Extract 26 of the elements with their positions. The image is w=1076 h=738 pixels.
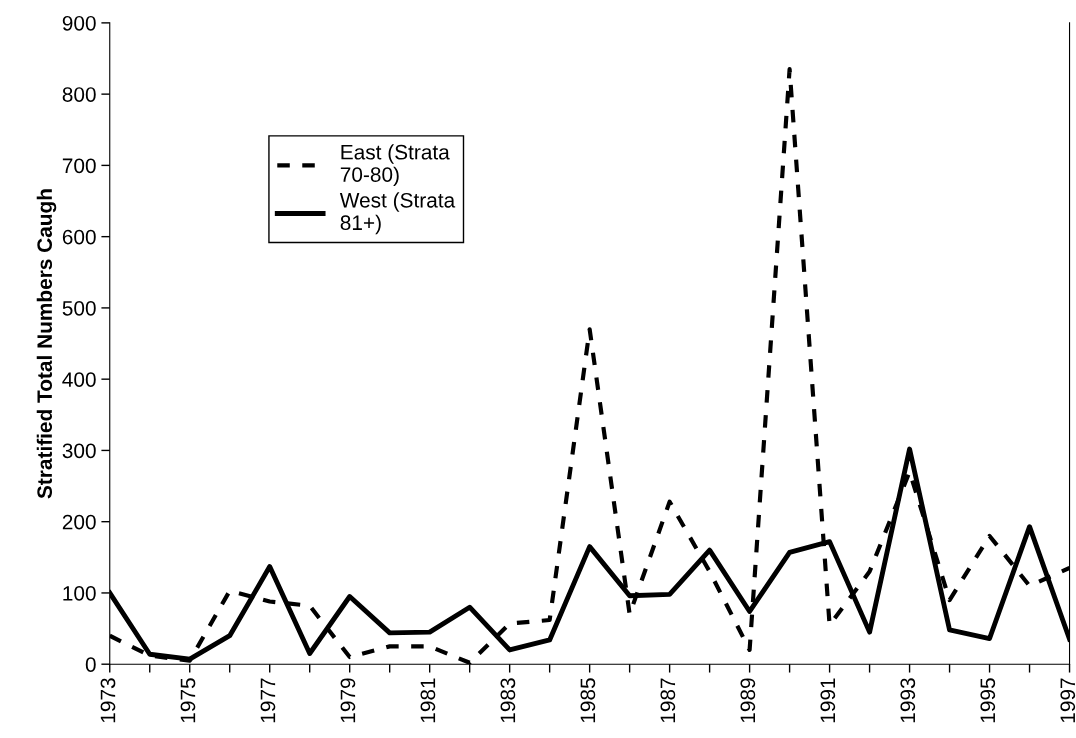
x-tick-label: 1989 bbox=[740, 678, 756, 723]
legend-label: East (Strata 70-80) bbox=[340, 144, 450, 187]
x-tick-label: 1995 bbox=[980, 678, 996, 723]
y-tick-label: 400 bbox=[62, 372, 96, 387]
y-tick-label: 900 bbox=[62, 15, 96, 31]
y-tick-label: 500 bbox=[62, 300, 96, 316]
x-tick-label: 1977 bbox=[260, 678, 276, 723]
legend-label: West (Strata 81+) bbox=[339, 192, 456, 235]
y-tick-label: 100 bbox=[63, 585, 96, 601]
x-tick-label: 1983 bbox=[500, 678, 516, 723]
y-tick-label: 300 bbox=[62, 443, 96, 459]
x-tick-label: 1981 bbox=[420, 678, 436, 723]
y-tick-label: 0 bbox=[85, 657, 96, 672]
y-axis-title: Stratified Total Numbers Caugh bbox=[36, 189, 57, 499]
y-tick-label: 200 bbox=[62, 514, 96, 530]
x-tick-label: 1979 bbox=[340, 678, 356, 723]
x-tick-label: 1993 bbox=[900, 678, 916, 723]
y-tick-label: 600 bbox=[62, 229, 96, 245]
x-tick-label: 1997 bbox=[1060, 678, 1076, 723]
y-tick-label: 800 bbox=[62, 87, 96, 102]
x-tick-label: 1985 bbox=[580, 678, 596, 723]
x-tick-label: 1973 bbox=[100, 678, 116, 723]
y-tick-label: 700 bbox=[62, 158, 96, 174]
x-tick-label: 1975 bbox=[180, 678, 196, 723]
x-tick-label: 1991 bbox=[820, 678, 836, 723]
x-tick-label: 1987 bbox=[660, 678, 676, 723]
